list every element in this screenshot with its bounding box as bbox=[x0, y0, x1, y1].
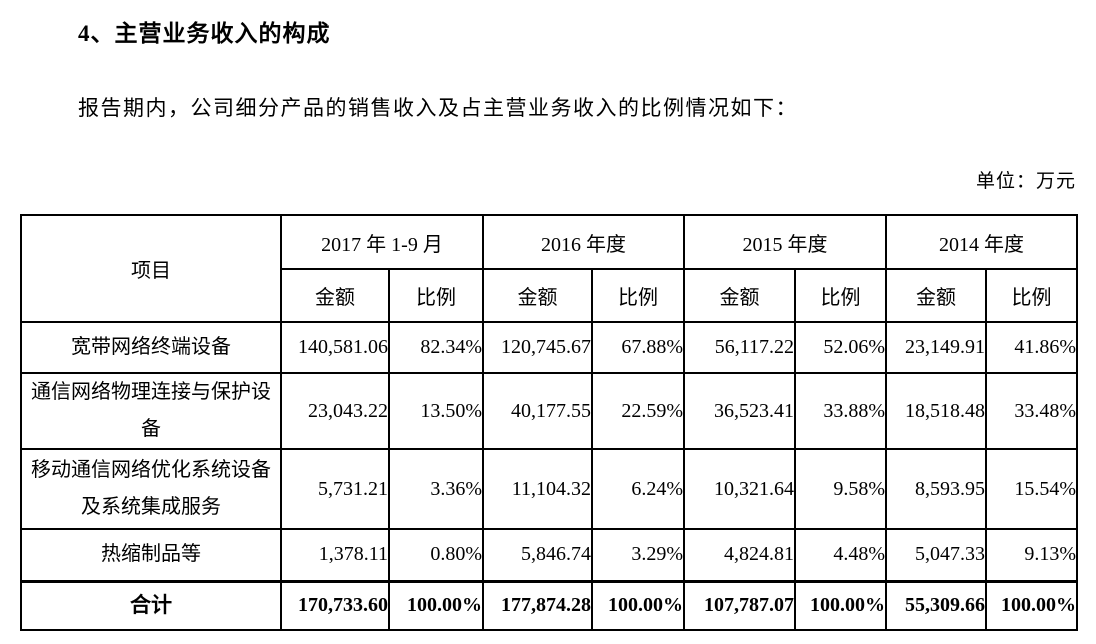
ratio-cell: 9.58% bbox=[794, 448, 888, 530]
ratio-cell: 9.13% bbox=[985, 528, 1079, 582]
ratio-cell: 100.00% bbox=[794, 579, 888, 631]
amount-cell: 4,824.81 bbox=[683, 528, 797, 582]
intro-paragraph: 报告期内，公司细分产品的销售收入及占主营业务收入的比例情况如下： bbox=[78, 96, 798, 120]
ratio-cell: 100.00% bbox=[591, 579, 686, 631]
ratio-cell: 33.88% bbox=[794, 372, 888, 450]
amount-cell: 40,177.55 bbox=[482, 372, 594, 450]
ratio-header: 比例 bbox=[591, 268, 686, 323]
unit-note: 单位：万元 bbox=[975, 171, 1076, 192]
amount-cell: 56,117.22 bbox=[683, 321, 797, 374]
ratio-cell: 41.86% bbox=[985, 321, 1079, 374]
amount-header: 金额 bbox=[683, 268, 797, 323]
section-title: 4、主营业务收入的构成 bbox=[78, 21, 331, 46]
amount-cell: 8,593.95 bbox=[885, 448, 988, 530]
item-column-header: 项目 bbox=[20, 214, 282, 323]
ratio-cell: 22.59% bbox=[591, 372, 686, 450]
period-header-2014: 2014 年度 bbox=[885, 214, 1079, 270]
table-row-mobile-network-optimization: 移动通信网络优化系统设备及系统集成服务 5,731.21 3.36% 11,10… bbox=[20, 448, 1079, 530]
period-header-2016: 2016 年度 bbox=[482, 214, 686, 270]
ratio-cell: 6.24% bbox=[591, 448, 686, 530]
table-row-broadband-terminals: 宽带网络终端设备 140,581.06 82.34% 120,745.67 67… bbox=[20, 321, 1079, 374]
header-row-periods: 项目 2017 年 1-9 月 2016 年度 2015 年度 2014 年度 bbox=[20, 214, 1079, 323]
table-row-physical-connection-protection: 通信网络物理连接与保护设备 23,043.22 13.50% 40,177.55… bbox=[20, 372, 1079, 450]
amount-header: 金额 bbox=[885, 268, 988, 323]
ratio-header: 比例 bbox=[985, 268, 1079, 323]
amount-cell: 140,581.06 bbox=[280, 321, 390, 374]
amount-cell: 10,321.64 bbox=[683, 448, 797, 530]
amount-cell: 120,745.67 bbox=[482, 321, 594, 374]
ratio-header: 比例 bbox=[387, 268, 485, 323]
amount-header: 金额 bbox=[482, 268, 594, 323]
amount-cell: 36,523.41 bbox=[683, 372, 797, 450]
amount-cell: 107,787.07 bbox=[683, 579, 797, 631]
amount-cell: 55,309.66 bbox=[885, 579, 988, 631]
row-label: 宽带网络终端设备 bbox=[20, 321, 282, 374]
header-row-subcolumns: 金额 比例 金额 比例 金额 比例 金额 比例 bbox=[21, 268, 1079, 323]
ratio-cell: 67.88% bbox=[591, 321, 686, 374]
ratio-cell: 3.29% bbox=[591, 528, 686, 582]
row-label: 通信网络物理连接与保护设备 bbox=[20, 372, 282, 450]
revenue-composition-table: 项目 2017 年 1-9 月 2016 年度 2015 年度 2014 年度 … bbox=[20, 214, 1079, 631]
amount-cell: 177,874.28 bbox=[482, 579, 594, 631]
ratio-cell: 13.50% bbox=[387, 372, 485, 450]
total-label: 合计 bbox=[20, 579, 282, 631]
amount-cell: 170,733.60 bbox=[280, 579, 390, 631]
row-label: 移动通信网络优化系统设备及系统集成服务 bbox=[20, 448, 282, 530]
amount-cell: 5,846.74 bbox=[482, 528, 594, 582]
row-label: 热缩制品等 bbox=[20, 528, 282, 582]
table-row-heat-shrink-products: 热缩制品等 1,378.11 0.80% 5,846.74 3.29% 4,82… bbox=[20, 528, 1079, 582]
amount-header: 金额 bbox=[280, 268, 390, 323]
ratio-cell: 3.36% bbox=[387, 448, 485, 530]
amount-cell: 5,731.21 bbox=[280, 448, 390, 530]
period-header-2015: 2015 年度 bbox=[683, 214, 888, 270]
ratio-cell: 52.06% bbox=[794, 321, 888, 374]
ratio-cell: 100.00% bbox=[387, 579, 485, 631]
amount-cell: 23,043.22 bbox=[280, 372, 390, 450]
amount-cell: 1,378.11 bbox=[280, 528, 390, 582]
amount-cell: 11,104.32 bbox=[482, 448, 594, 530]
ratio-cell: 4.48% bbox=[794, 528, 888, 582]
ratio-cell: 33.48% bbox=[985, 372, 1079, 450]
ratio-cell: 0.80% bbox=[387, 528, 485, 582]
amount-cell: 5,047.33 bbox=[885, 528, 988, 582]
amount-cell: 23,149.91 bbox=[885, 321, 988, 374]
period-header-2017: 2017 年 1-9 月 bbox=[279, 214, 485, 270]
ratio-cell: 82.34% bbox=[387, 321, 485, 374]
amount-cell: 18,518.48 bbox=[885, 372, 988, 450]
table-row-total: 合计 170,733.60 100.00% 177,874.28 100.00%… bbox=[20, 579, 1079, 631]
ratio-cell: 15.54% bbox=[985, 448, 1079, 530]
ratio-header: 比例 bbox=[794, 268, 888, 323]
ratio-cell: 100.00% bbox=[985, 579, 1079, 631]
